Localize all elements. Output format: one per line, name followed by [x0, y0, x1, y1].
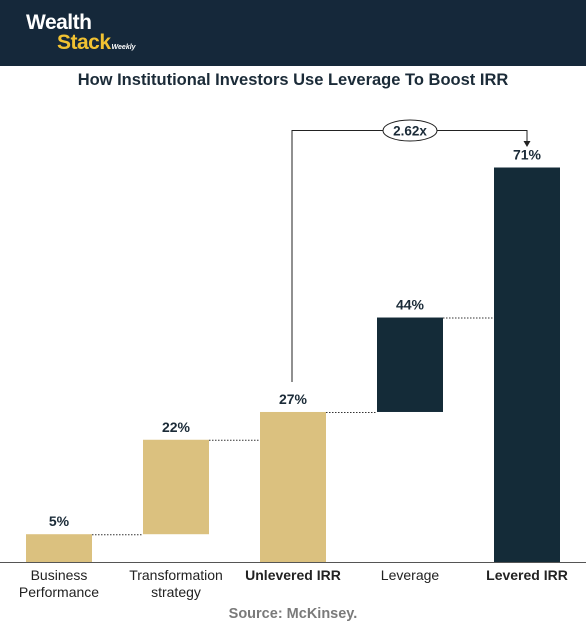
brand-header: Wealth StackWeekly — [0, 0, 586, 66]
category-label-2-line-1: Transformation — [129, 567, 223, 583]
logo-weekly-tag: Weekly — [111, 44, 136, 51]
logo-stack-word: Stack — [57, 31, 111, 54]
data-label-1: 5% — [49, 513, 70, 529]
chart-title: How Institutional Investors Use Leverage… — [77, 71, 509, 89]
category-label-2: Transformation strategy — [129, 567, 223, 600]
category-label-1-line-2: Performance — [19, 584, 99, 600]
category-label-2-line-2: strategy — [151, 584, 201, 600]
data-label-5: 71% — [513, 147, 542, 163]
multiplier-arrowhead — [523, 141, 531, 147]
bar-4 — [377, 317, 443, 412]
category-label-3-line-1: Unlevered IRR — [245, 567, 341, 583]
category-label-4-line-1: Leverage — [381, 567, 440, 583]
bar-2 — [143, 439, 209, 535]
bar-3 — [260, 411, 326, 562]
bar-1 — [26, 534, 92, 562]
multiplier-label: 2.62x — [393, 124, 427, 139]
bar-5 — [494, 167, 560, 562]
data-label-3: 27% — [279, 391, 308, 407]
source-note: Source: McKinsey. — [228, 606, 358, 622]
category-label-3: Unlevered IRR — [245, 567, 341, 583]
category-label-5-line-1: Levered IRR — [486, 567, 568, 583]
category-label-1: Business Performance — [19, 567, 99, 600]
category-label-4: Leverage — [381, 567, 440, 583]
data-label-2: 22% — [162, 419, 191, 435]
category-label-5: Levered IRR — [486, 567, 568, 583]
wealth-stack-logo: Wealth StackWeekly — [26, 12, 136, 58]
category-label-1-line-1: Business — [31, 567, 88, 583]
data-label-4: 44% — [396, 297, 425, 313]
logo-wordmark-top: Wealth — [26, 11, 92, 34]
multiplier-badge — [382, 119, 438, 142]
logo-wordmark-bottom: StackWeekly — [57, 31, 136, 58]
